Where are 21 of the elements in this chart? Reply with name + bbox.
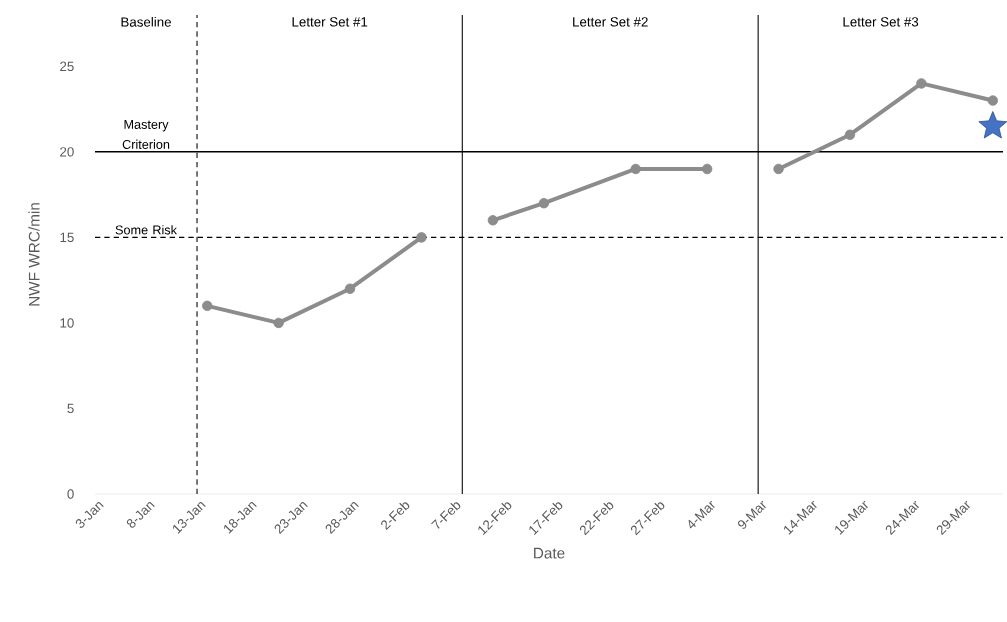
y-tick-label: 15: [60, 232, 74, 243]
point: [844, 129, 856, 140]
annotation: Letter Set #2: [573, 17, 648, 27]
point: [344, 283, 356, 294]
y-tick-label: 0: [67, 489, 74, 499]
point: [273, 317, 284, 329]
y-tick-label: 5: [67, 403, 74, 414]
x-axis-title: Date: [534, 547, 565, 559]
y-tick-label: 20: [60, 147, 74, 157]
y-axis-title: NWF WRC/min: [28, 203, 40, 306]
point: [202, 300, 213, 312]
ref-line-label: Some Risk: [115, 225, 177, 235]
point: [416, 232, 427, 243]
y-tick-label: 10: [60, 318, 74, 328]
ref-line-label: Mastery Criterion: [122, 120, 170, 149]
y-tick-label: 25: [60, 61, 74, 72]
annotation: Letter Set #1: [292, 17, 368, 27]
point: [987, 95, 998, 106]
annotation: Baseline: [121, 16, 171, 27]
point: [916, 78, 927, 89]
annotation: Letter Set #3: [843, 17, 919, 27]
